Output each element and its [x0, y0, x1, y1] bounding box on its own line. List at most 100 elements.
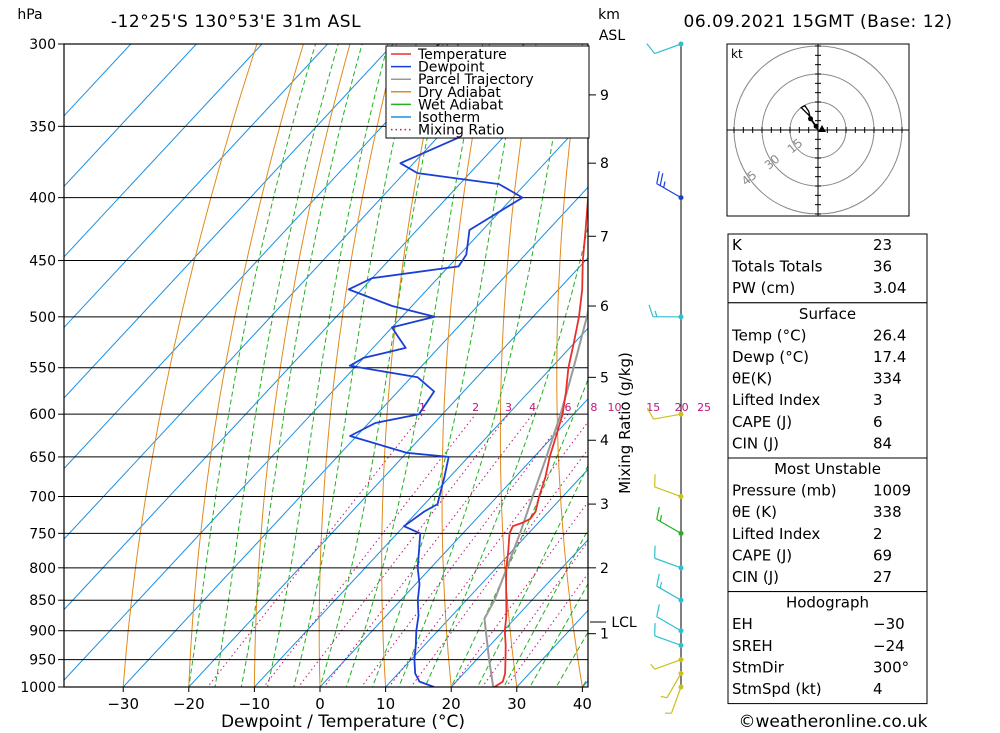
- pressure-tick-label: 300: [29, 37, 56, 53]
- storm-motion-marker: [818, 125, 826, 132]
- index-value: 36: [873, 258, 892, 276]
- mixing-ratio-tick-label: 20: [675, 401, 689, 414]
- temperature-tick-label: −20: [173, 695, 205, 713]
- wind-barb-half-feather: [659, 515, 663, 522]
- index-label: Totals Totals: [731, 258, 823, 276]
- isotherm-line: [450, 539, 588, 687]
- dewpoint-line: [347, 44, 524, 687]
- km-tick-label: 7: [600, 229, 609, 245]
- isotherm-line: [64, 44, 263, 258]
- index-value: 4: [873, 680, 883, 698]
- temperature-tick-label: 10: [376, 695, 395, 713]
- pressure-tick-label: 1000: [20, 680, 56, 696]
- wind-barb-staff: [654, 43, 682, 55]
- index-label: CAPE (J): [732, 413, 792, 431]
- legend-entry: Mixing Ratio: [418, 123, 504, 139]
- temperature-axis: −30 −20 −10 0 10 20 30 40: [107, 687, 592, 713]
- wind-barb: [656, 573, 684, 603]
- hpa-label: hPa: [17, 7, 42, 23]
- mixing-ratio-tick-label: 3: [505, 401, 512, 414]
- km-tick-label: 3: [600, 497, 609, 513]
- plot-frame: [63, 43, 589, 688]
- index-value: 6: [873, 413, 883, 431]
- index-value: 17.4: [873, 348, 906, 366]
- wind-barb-staff: [666, 673, 682, 699]
- isotherm-line: [319, 398, 588, 687]
- km-tick-label: 6: [600, 299, 609, 315]
- hodo-indices-title: Hodograph: [786, 594, 869, 612]
- pressure-tick-label: 500: [29, 310, 56, 326]
- isotherm-line: [253, 327, 588, 687]
- wind-barb-staff: [670, 686, 682, 714]
- wind-barb: [654, 545, 684, 571]
- km-label: km: [598, 7, 620, 23]
- index-value: 300°: [873, 658, 909, 676]
- legend-box: [385, 45, 590, 139]
- parcel-trajectory-line: [483, 306, 588, 687]
- index-label: Pressure (mb): [732, 482, 837, 500]
- dry-adiabat-line: [996, 0, 1000, 713]
- hodograph-unit: kt: [731, 47, 743, 61]
- index-label: CAPE (J): [732, 546, 792, 564]
- wind-barb: [656, 506, 684, 536]
- wind-barb-feather: [656, 604, 660, 617]
- index-value: 27: [873, 568, 892, 586]
- index-label: EH: [732, 615, 753, 633]
- wind-barb-feather: [646, 407, 654, 420]
- wind-barb: [656, 171, 684, 201]
- wind-barb-feather: [646, 43, 656, 54]
- wind-barb-staff: [654, 557, 682, 569]
- index-label: StmSpd (kt): [732, 680, 822, 698]
- mixing-ratio-line: [410, 448, 588, 687]
- mixing-ratio-tick-label: 10: [608, 401, 622, 414]
- mixing-ratio-line: [323, 413, 533, 687]
- index-value: 3: [873, 391, 883, 409]
- wet-adiabat-line: [555, 631, 588, 687]
- wind-barb-half-feather: [663, 181, 666, 188]
- mixing-ratio-tick-label: 6: [564, 401, 571, 414]
- wind-barb-half-feather: [654, 310, 658, 318]
- index-value: 334: [873, 370, 902, 388]
- wind-barb-feather: [656, 506, 660, 520]
- wind-barb-staff: [653, 413, 682, 420]
- pressure-tick-label: 400: [29, 191, 56, 207]
- km-tick-label: 1: [600, 627, 609, 643]
- isotherm-line: [122, 186, 588, 687]
- isotherm-line: [64, 44, 198, 188]
- wind-barb: [654, 474, 684, 500]
- index-label: Lifted Index: [732, 525, 820, 543]
- km-tick-label: 8: [600, 156, 609, 172]
- index-value: 69: [873, 546, 892, 564]
- legend-entry: Dewpoint: [418, 60, 485, 76]
- isotherm-line: [64, 44, 329, 329]
- pressure-axis: 300 350 400 450 500 550 600 650 700 750 800 850 900 9…: [20, 37, 64, 696]
- wind-barb: [665, 684, 684, 714]
- wind-profile: [646, 41, 684, 714]
- dry-adiabat-line: [122, 44, 258, 687]
- wind-barb-feather: [659, 173, 664, 186]
- datetime-title: 06.09.2021 15GMT (Base: 12): [684, 12, 953, 32]
- index-label: θE (K): [732, 503, 777, 521]
- mixing-ratio-tick-label: 2: [472, 401, 479, 414]
- wind-barb-staff: [654, 486, 682, 498]
- temperature-tick-label: −10: [239, 695, 271, 713]
- credit-text: ©weatheronline.co.uk: [738, 712, 927, 732]
- index-label: SREH: [732, 637, 773, 655]
- wind-barb: [656, 604, 684, 634]
- isotherm-line: [384, 468, 588, 687]
- temperature-tick-label: 20: [442, 695, 461, 713]
- dry-adiabat-line: [952, 0, 1000, 713]
- index-label: Dewp (°C): [732, 348, 809, 366]
- wind-barb-half-feather: [660, 695, 668, 699]
- km-tick-label: 4: [600, 433, 609, 449]
- mixing-ratio-line: [206, 413, 423, 687]
- legend-entry: Wet Adiabat: [418, 97, 504, 113]
- dry-adiabat-line: [188, 44, 304, 687]
- pressure-tick-label: 700: [29, 490, 56, 506]
- index-value: 84: [873, 434, 892, 452]
- wet-adiabat-line: [293, 44, 417, 687]
- wind-barb-feather: [656, 171, 660, 184]
- km-tick-label: 5: [600, 370, 609, 386]
